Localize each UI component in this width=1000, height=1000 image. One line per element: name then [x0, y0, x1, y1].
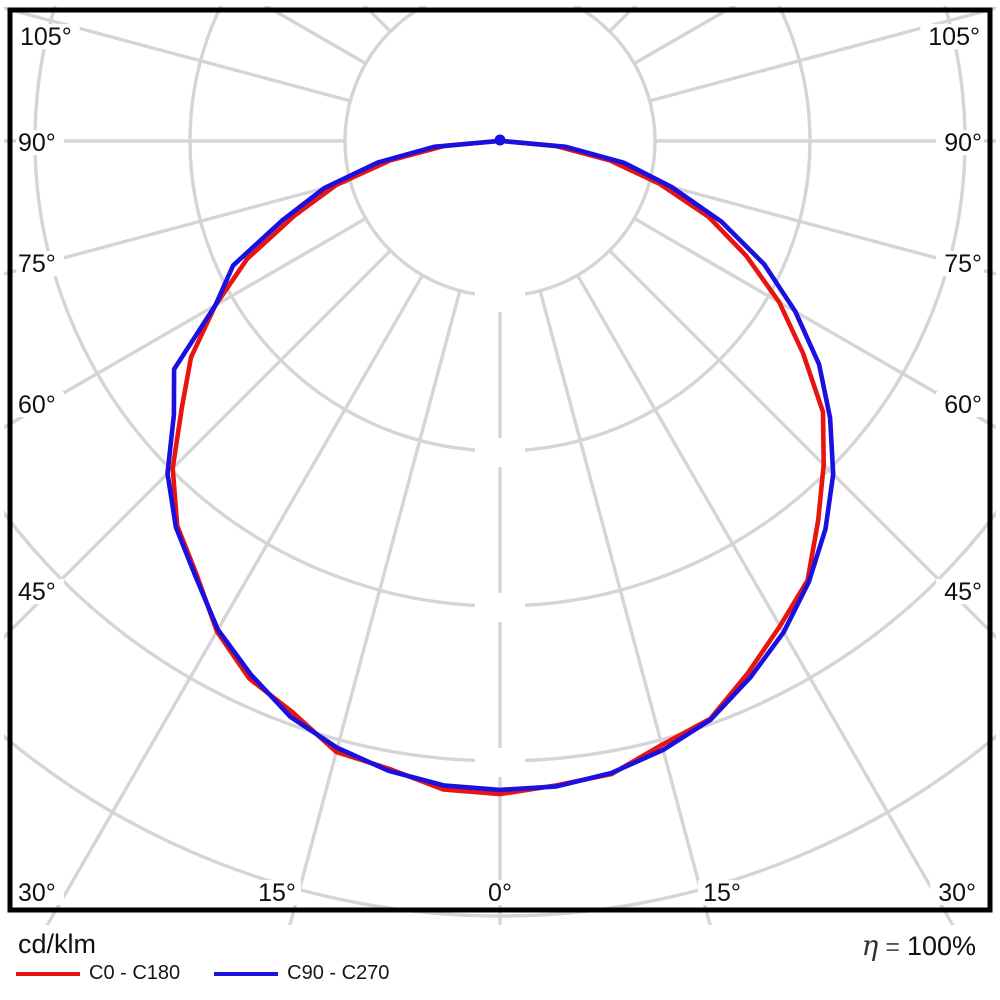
tick-label-mask: [930, 880, 978, 905]
efficiency-value: 100%: [906, 931, 976, 961]
tick-label-mask: [936, 579, 984, 604]
tick-label-mask: [16, 251, 64, 276]
tick-label-mask: [16, 392, 64, 417]
plot-frame: [7, 7, 993, 913]
tick-label-mask: [16, 579, 64, 604]
axis-label-masks: [475, 283, 525, 777]
legend-swatch-c0-c180: [16, 971, 80, 976]
angle-tick-label: 60°: [18, 391, 56, 419]
tick-label-mask: [253, 880, 301, 905]
angle-tick-label: 30°: [18, 879, 56, 907]
angle-tick-label: 75°: [944, 250, 982, 278]
angle-tick-label: 105°: [928, 23, 980, 51]
curve-origin-dot: [494, 134, 506, 146]
angle-tick-label: 90°: [944, 129, 982, 157]
angle-tick-label: 15°: [703, 879, 741, 907]
tick-label-mask: [18, 24, 80, 49]
legend-item-c0-c180: C0 - C180: [16, 962, 180, 985]
tick-label-mask: [936, 251, 984, 276]
angle-tick-label: 45°: [18, 578, 56, 606]
legend-item-c90-c270: C90 - C270: [214, 962, 389, 985]
grid-radial: [4, 217, 367, 430]
axis-mask: [475, 283, 525, 312]
angle-tick-label: 45°: [944, 578, 982, 606]
efficiency-label: η = 100%: [862, 929, 976, 962]
tick-label-mask: [16, 880, 64, 905]
grid-radial: [4, 179, 351, 276]
tick-label-mask: [936, 130, 984, 155]
tick-label-mask: [920, 24, 982, 49]
curve-c90-c270: [165, 138, 836, 793]
grid-radial: [4, 6, 351, 103]
angle-tick-label: 90°: [18, 129, 56, 157]
angle-tick-label: 30°: [938, 879, 976, 907]
legend: C0 - C180 C90 - C270: [16, 962, 389, 985]
grid-radial: [576, 274, 955, 925]
grid-radial: [649, 179, 996, 276]
tick-label-mask: [698, 880, 746, 905]
tick-label-mask: [16, 130, 64, 155]
axis-mask: [475, 593, 525, 622]
grid-ring: [343, 6, 657, 298]
grid-radial: [608, 249, 996, 640]
grid-radial: [4, 249, 392, 640]
tick-label-mask: [936, 392, 984, 417]
grid-radial: [649, 6, 996, 103]
grid-radial: [633, 217, 996, 430]
units-label: cd/klm: [18, 929, 97, 959]
angle-tick-label: 15°: [258, 879, 296, 907]
angle-tick-label: 105°: [20, 23, 72, 51]
angle-tick-label: 75°: [18, 250, 56, 278]
axis-mask: [475, 748, 525, 777]
eta-equals: =: [885, 933, 900, 961]
angle-tick-label: 60°: [944, 391, 982, 419]
axis-mask: [475, 438, 525, 467]
grid-radial: [45, 274, 424, 925]
eta-symbol: η: [861, 929, 879, 962]
legend-swatch-c90-c270: [214, 971, 279, 976]
angle-tick-label: 0°: [488, 879, 512, 907]
legend-label-c90-c270: C90 - C270: [287, 962, 390, 984]
tick-label-mask: [483, 880, 517, 905]
legend-label-c0-c180: C0 - C180: [89, 962, 181, 984]
